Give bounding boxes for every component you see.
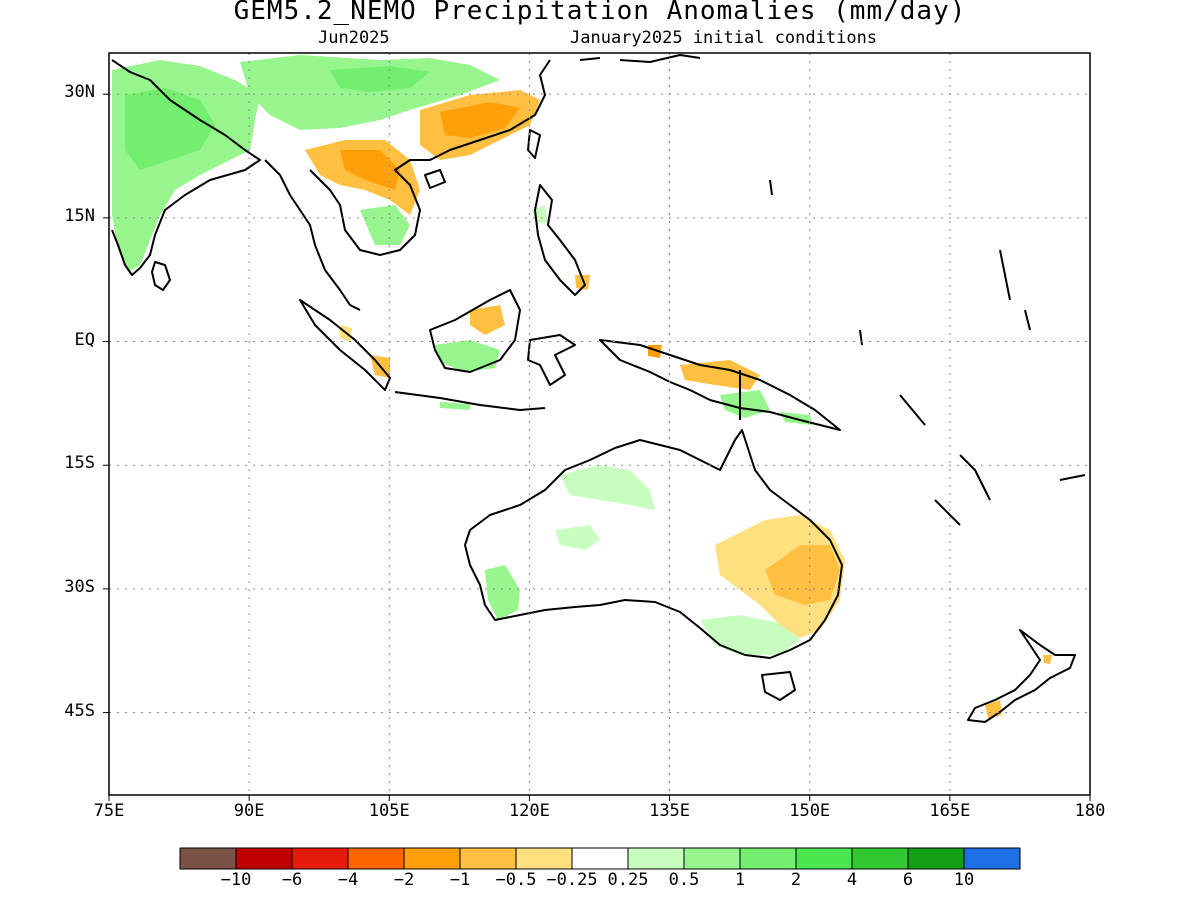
colorbar-label: −0.25 (546, 870, 598, 890)
lon-label: 180 (1074, 801, 1106, 821)
colorbar-swatch (571, 847, 629, 870)
colorbar-label: −6 (281, 870, 303, 890)
colorbar-label: 1 (734, 870, 746, 890)
colorbar-swatch (235, 847, 293, 870)
map-frame (108, 52, 1091, 796)
lat-label: 30N (64, 82, 95, 103)
lon-label: 165E (929, 801, 971, 821)
lon-label: 120E (508, 801, 550, 821)
coastlines (111, 54, 1086, 723)
lat-label: 30S (64, 576, 95, 597)
lon-label: 90E (233, 801, 265, 821)
colorbar-label: 2 (790, 870, 802, 890)
colorbar-label: 0.25 (607, 870, 649, 890)
graticule (103, 53, 1091, 801)
colorbar-label: −1 (449, 870, 471, 890)
colorbar-label: −0.5 (495, 870, 537, 890)
colorbar-swatch (907, 847, 965, 870)
colorbar-swatch (347, 847, 405, 870)
colorbar-label: −4 (337, 870, 359, 890)
forecast-month: Jun2025 (318, 28, 390, 48)
lat-label: EQ (74, 329, 95, 350)
colorbar-swatch (963, 847, 1021, 870)
colorbar-label: 10 (953, 870, 975, 890)
colorbar-swatch (739, 847, 797, 870)
colorbar-label: −2 (393, 870, 415, 890)
lon-label: 135E (649, 801, 691, 821)
colorbar-label: −10 (220, 870, 252, 890)
colorbar-swatch (851, 847, 909, 870)
lon-label: 75E (93, 801, 125, 821)
colorbar-swatch (179, 847, 237, 870)
colorbar-label: 0.5 (668, 870, 700, 890)
lat-label: 15N (64, 205, 95, 226)
initial-conditions: January2025 initial conditions (570, 28, 878, 48)
lon-label: 105E (368, 801, 410, 821)
colorbar (179, 847, 1021, 870)
colorbar-swatch (459, 847, 517, 870)
lat-label: 45S (64, 700, 95, 721)
anomaly-shading-dry (305, 90, 1052, 718)
colorbar-swatch (683, 847, 741, 870)
colorbar-swatch (403, 847, 461, 870)
colorbar-swatch (291, 847, 349, 870)
anomaly-shading (112, 55, 812, 655)
colorbar-swatch (515, 847, 573, 870)
lat-label: 15S (64, 453, 95, 474)
colorbar-label: 4 (846, 870, 858, 890)
map-title: GEM5.2_NEMO Precipitation Anomalies (mm/… (233, 0, 967, 26)
colorbar-swatch (795, 847, 853, 870)
colorbar-swatch (627, 847, 685, 870)
lon-label: 150E (789, 801, 831, 821)
colorbar-label: 6 (902, 870, 914, 890)
